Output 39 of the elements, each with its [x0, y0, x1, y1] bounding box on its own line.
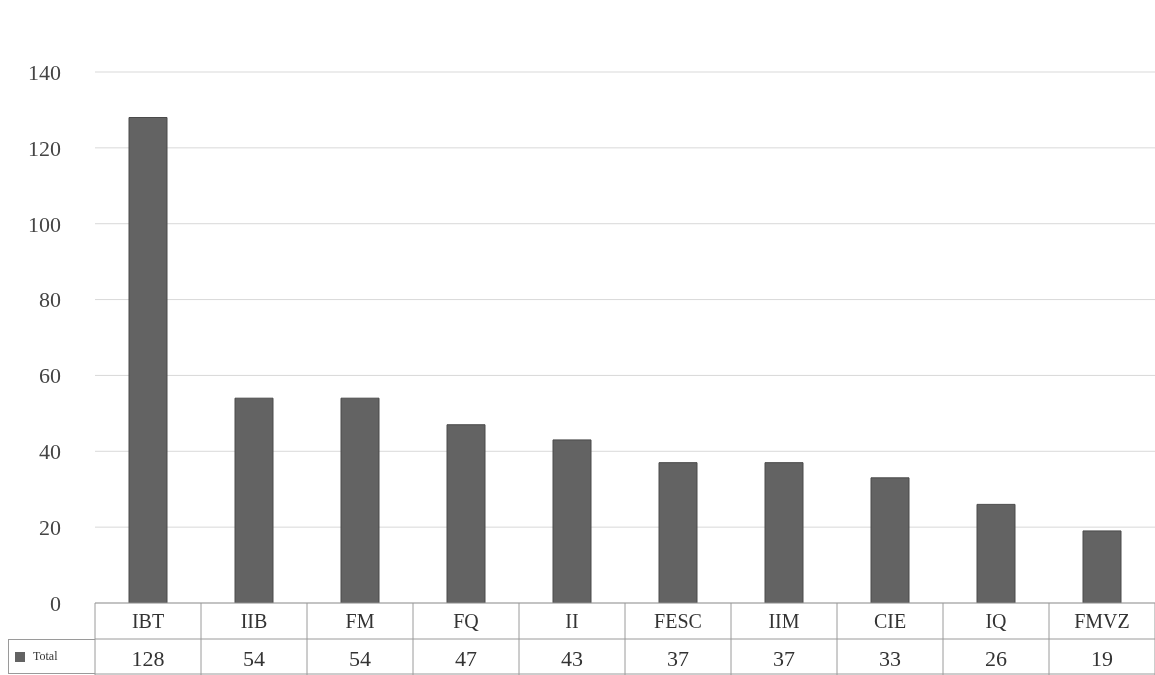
x-tick-label: FM	[345, 610, 375, 632]
x-tick-label: FMVZ	[1074, 610, 1130, 632]
data-label: 43	[561, 646, 583, 671]
y-tick-label: 80	[39, 287, 61, 313]
bar	[976, 503, 1016, 603]
data-label: 19	[1091, 646, 1113, 671]
x-tick-label: IQ	[985, 610, 1008, 632]
data-label: 33	[879, 646, 901, 671]
bar	[128, 117, 168, 603]
bar	[870, 477, 910, 603]
y-tick-label: 20	[39, 514, 61, 540]
y-tick-label: 120	[28, 135, 61, 161]
data-label: 37	[773, 646, 795, 671]
y-tick-label: 100	[28, 211, 61, 237]
x-tick-label: II	[565, 610, 579, 632]
y-tick-label: 40	[39, 439, 61, 465]
x-tick-label: IIB	[240, 610, 268, 632]
data-label: 54	[349, 646, 371, 671]
x-tick-label: FQ	[453, 610, 480, 632]
bar	[340, 397, 380, 603]
bar	[1082, 530, 1122, 603]
y-tick-label: 140	[28, 59, 61, 85]
x-tick-label: FESC	[654, 610, 702, 632]
data-label: 37	[667, 646, 689, 671]
data-label: 128	[131, 646, 165, 671]
bar	[764, 462, 804, 603]
legend-label: Total	[32, 649, 58, 664]
data-label: 26	[985, 646, 1007, 671]
y-tick-label: 60	[39, 363, 61, 389]
x-tick-label: IIM	[768, 610, 800, 632]
data-label: 47	[455, 646, 477, 671]
bar	[658, 462, 698, 603]
bar	[446, 424, 486, 603]
bar	[234, 397, 274, 603]
y-tick-label: 0	[50, 590, 61, 616]
data-label: 54	[243, 646, 265, 671]
bar	[552, 439, 592, 603]
x-tick-label: IBT	[131, 610, 165, 632]
x-tick-label: CIE	[873, 610, 907, 632]
